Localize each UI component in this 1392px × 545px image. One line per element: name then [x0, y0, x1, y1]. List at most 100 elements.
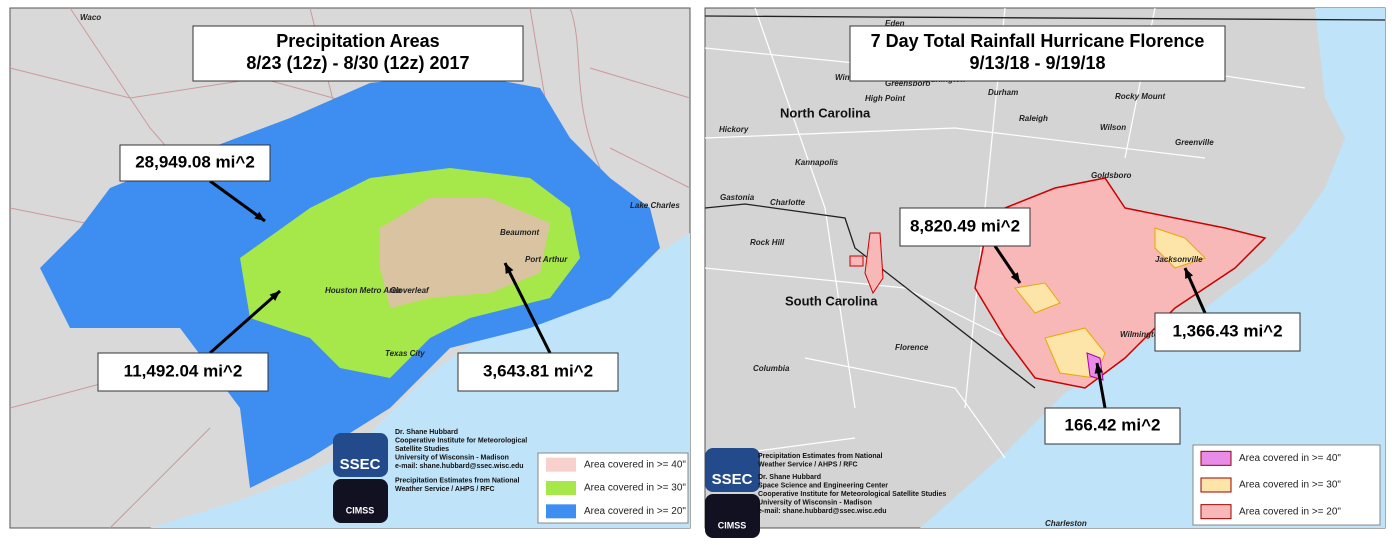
harvey-map: Waco Lake Charles Beaumont Port Arthur Houst…: [9, 7, 691, 529]
place-label: Port Arthur: [525, 255, 568, 264]
logo: [333, 479, 388, 523]
callout-box: [119, 144, 271, 182]
legend-swatch: [546, 457, 576, 472]
callout-label: 28,949.08 mi^2: [135, 152, 255, 171]
credit-line: Weather Service / AHPS / RFC: [758, 461, 858, 468]
place-label: Beaumont: [500, 228, 539, 237]
place-label: Columbia: [753, 364, 790, 373]
place-label: Greenville: [1175, 138, 1214, 147]
credit-line: Precipitation Estimates from National: [758, 453, 883, 460]
title-line: 9/13/18 - 9/19/18: [969, 53, 1105, 73]
place-label: Wilson: [1100, 123, 1126, 132]
place-label: South Carolina: [785, 293, 878, 308]
place-label: Gastonia: [720, 193, 755, 202]
logo-text: CIMSS: [718, 520, 747, 530]
title-box: [849, 25, 1226, 82]
arrow-head: [1185, 268, 1194, 279]
callout-arrow: [209, 179, 266, 223]
logo: [333, 433, 388, 477]
callout-label: 1,366.43 mi^2: [1172, 321, 1282, 340]
title-line: 7 Day Total Rainfall Hurricane Florence: [871, 31, 1205, 51]
place-label: Greensboro: [885, 79, 930, 88]
legend-label: Area covered in >= 20": [1239, 506, 1341, 517]
credit-line: Precipitation Estimates from National: [395, 477, 520, 484]
place-label: Waco: [80, 13, 101, 22]
place-label: Charlotte: [770, 198, 806, 207]
logo-text: SSEC: [712, 471, 753, 488]
place-label: Hickory: [719, 125, 749, 134]
florence-map: EdenWinston-SalemGreensboroBurlingtonHig…: [704, 7, 1386, 538]
legend-swatch: [1200, 477, 1232, 493]
legend-label: Area covered in >= 20": [584, 506, 686, 517]
callout-box: [457, 352, 619, 392]
title-line: Precipitation Areas: [276, 31, 439, 51]
area-20: [849, 255, 864, 267]
place-label: Eden: [885, 19, 905, 28]
callout-label: 11,492.04 mi^2: [124, 361, 243, 380]
area-40: [380, 198, 550, 308]
water: [920, 8, 1385, 528]
callout-box: [1044, 407, 1181, 445]
credit-line: e-mail: shane.hubbard@ssec.wisc.edu: [395, 463, 524, 470]
place-label: Rock Hill: [750, 238, 785, 247]
legend-swatch: [1200, 450, 1232, 466]
callout-label: 3,643.81 mi^2: [483, 361, 593, 380]
place-label: North Carolina: [780, 105, 871, 120]
callout-arrow: [503, 262, 552, 354]
place-label: Kannapolis: [795, 158, 839, 167]
credit-line: Space Science and Engineering Center: [758, 482, 888, 489]
arrow-head: [254, 211, 265, 221]
arrow-head: [505, 263, 514, 274]
logo: [705, 448, 760, 492]
credit-line: University of Wisconsin - Madison: [395, 454, 509, 461]
place-label: Durham: [988, 88, 1018, 97]
area-30: [1014, 282, 1061, 314]
credit-line: Cooperative Institute for Meteorological: [395, 437, 527, 444]
place-label: High Point: [865, 94, 905, 103]
area-20: [974, 177, 1267, 389]
title-line: 8/23 (12z) - 8/30 (12z) 2017: [246, 53, 469, 73]
legend-swatch: [1200, 504, 1232, 520]
legend-swatch: [546, 504, 576, 519]
place-label: Florence: [895, 343, 929, 352]
credit-line: e-mail: shane.hubbard@ssec.wisc.edu: [758, 508, 887, 515]
logo: [705, 494, 760, 538]
area-20: [864, 232, 884, 295]
callout-box: [97, 352, 269, 392]
credit-line: Weather Service / AHPS / RFC: [395, 486, 495, 493]
legend-label: Area covered in >= 30": [1239, 480, 1341, 491]
credit-line: Dr. Shane Hubbard: [758, 474, 821, 481]
credit-line: Satellite Studies: [395, 446, 449, 453]
credit-line: Cooperative Institute for Meteorological…: [758, 491, 946, 498]
arrow-head: [1010, 272, 1020, 283]
credit-line: Dr. Shane Hubbard: [395, 429, 458, 436]
callout-arrow: [209, 289, 281, 355]
place-label: Charleston: [1045, 519, 1087, 528]
legend-label: Area covered in >= 40": [584, 459, 686, 470]
arrow-head: [269, 291, 280, 301]
legend-label: Area covered in >= 30": [584, 483, 686, 494]
place-label: Texas City: [385, 349, 425, 358]
place-label: Wilmington: [1120, 330, 1164, 339]
logo-text: SSEC: [340, 456, 381, 473]
state-border: [704, 15, 1386, 389]
place-label: Lake Charles: [630, 201, 680, 210]
arrow-head: [1094, 363, 1103, 374]
logo-text: CIMSS: [346, 505, 375, 515]
callout-label: 166.42 mi^2: [1065, 415, 1161, 434]
place-label: Houston Metro Area: [325, 286, 402, 295]
title-box: [192, 25, 524, 82]
callout-label: 8,820.49 mi^2: [910, 216, 1020, 235]
place-label: Raleigh: [1019, 114, 1048, 123]
credit-line: University of Wisconsin - Madison: [758, 499, 872, 506]
callout-box: [1154, 312, 1301, 352]
area-30: [1154, 227, 1206, 269]
legend-swatch: [546, 481, 576, 495]
callout-box: [899, 207, 1031, 247]
legend-label: Area covered in >= 40": [1239, 453, 1341, 464]
place-label: Cloverleaf: [390, 286, 430, 295]
place-label: Goldsboro: [1091, 171, 1132, 180]
place-label: Jacksonville: [1155, 255, 1203, 264]
place-label: Rocky Mount: [1115, 92, 1166, 101]
